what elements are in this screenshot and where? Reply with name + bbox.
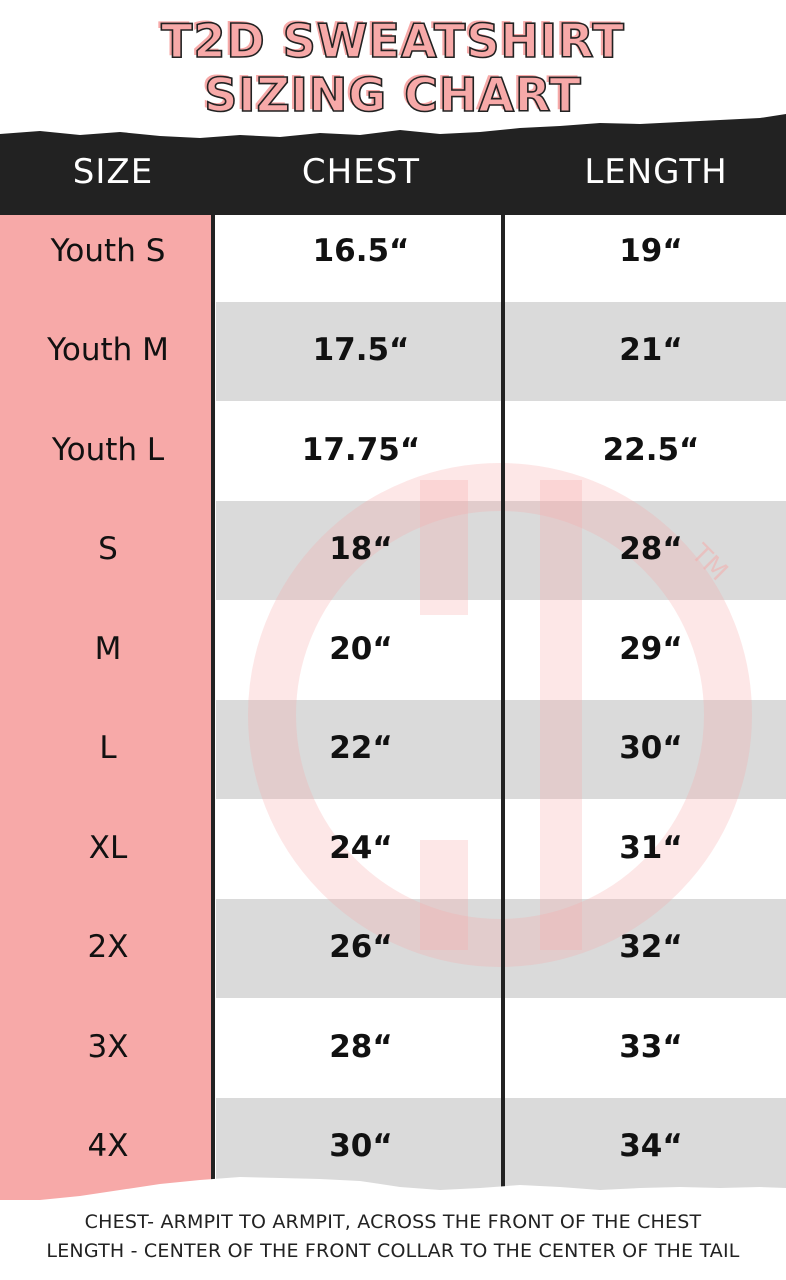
footer-chest-note: CHEST- ARMPIT TO ARMPIT, ACROSS THE FRON… <box>84 1211 702 1233</box>
size-cell: S <box>98 531 118 568</box>
size-column <box>0 215 212 1200</box>
chest-cell: 30“ <box>329 1128 393 1165</box>
length-cell: 30“ <box>619 730 683 767</box>
length-cell: 19“ <box>619 232 683 269</box>
chest-cell: 28“ <box>329 1028 393 1065</box>
table-header <box>0 140 786 215</box>
size-cell: 2X <box>87 929 129 966</box>
divider-size-chest <box>211 215 215 1200</box>
torn-edge-bottom <box>0 1177 786 1220</box>
divider-chest-length <box>501 215 505 1190</box>
size-cell: Youth L <box>51 431 165 468</box>
length-cell: 33“ <box>619 1028 683 1065</box>
chest-cell: 26“ <box>329 929 393 966</box>
header-length: LENGTH <box>584 152 728 192</box>
size-cell: L <box>99 730 117 767</box>
chart-title-line-2: SIZING CHART <box>203 68 582 122</box>
length-cell: 32“ <box>619 929 683 966</box>
length-cell: 34“ <box>619 1128 683 1165</box>
chest-cell: 17.5“ <box>312 332 410 369</box>
header-chest: CHEST <box>301 152 421 192</box>
size-cell: Youth S <box>50 232 166 269</box>
length-cell: 21“ <box>619 332 683 369</box>
size-cell: Youth M <box>47 332 169 369</box>
chest-cell: 22“ <box>329 730 393 767</box>
footer-length-note: LENGTH - CENTER OF THE FRONT COLLAR TO T… <box>46 1240 740 1262</box>
length-cell: 31“ <box>619 829 683 866</box>
size-cell: XL <box>88 829 128 866</box>
size-cell: M <box>94 630 122 667</box>
chest-cell: 24“ <box>329 829 393 866</box>
length-cell: 29“ <box>619 630 683 667</box>
chart-title-line-1: T2D SWEATSHIRT <box>160 14 625 68</box>
chest-cell: 18“ <box>329 531 393 568</box>
size-cell: 4X <box>87 1128 129 1165</box>
length-cell: 28“ <box>619 531 683 568</box>
chest-cell: 16.5“ <box>312 232 410 269</box>
chest-cell: 20“ <box>329 630 393 667</box>
size-cell: 3X <box>87 1028 129 1065</box>
length-cell: 22.5“ <box>602 431 700 468</box>
chest-cell: 17.75“ <box>301 431 421 468</box>
header-size: SIZE <box>72 152 154 192</box>
